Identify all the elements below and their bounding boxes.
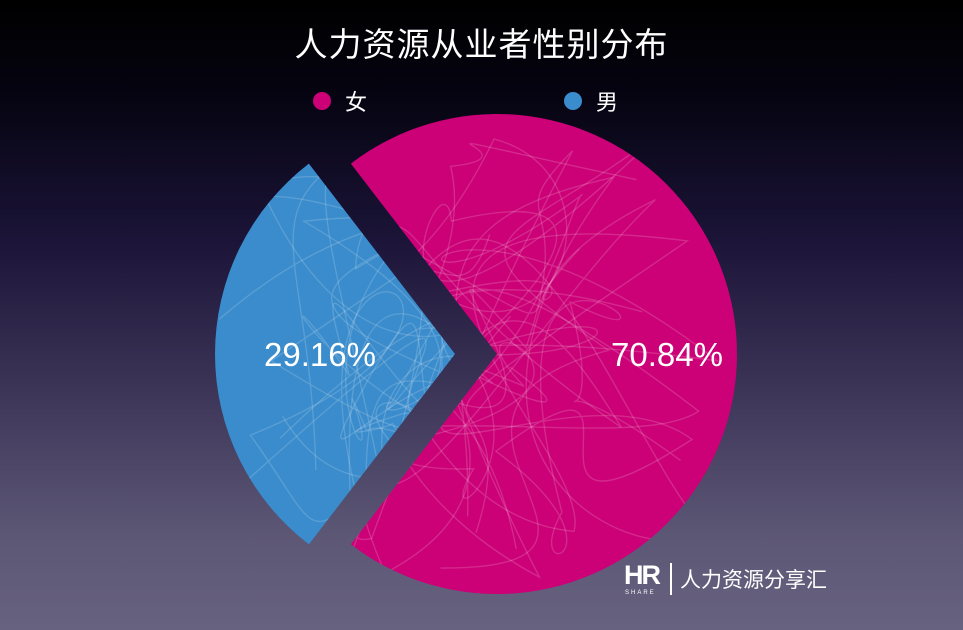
pie-slice-female bbox=[350, 114, 738, 595]
legend-swatch-male bbox=[564, 92, 582, 110]
chart-legend: 女 男 bbox=[0, 85, 963, 117]
slice-label-female: 70.84% bbox=[611, 336, 723, 373]
brand-logo: HR SHARE bbox=[624, 559, 664, 599]
legend-label-female: 女 bbox=[345, 91, 368, 116]
legend-item-female: 女 bbox=[313, 85, 367, 117]
legend-label-male: 男 bbox=[596, 91, 619, 116]
slice-label-male: 29.16% bbox=[264, 336, 376, 373]
pie-slice-male bbox=[215, 163, 455, 545]
brand-logo-subtext: SHARE bbox=[625, 590, 656, 596]
brand-separator bbox=[670, 563, 672, 595]
brand-watermark: HR SHARE 人力资源分享汇 bbox=[624, 559, 827, 599]
legend-swatch-female bbox=[313, 92, 331, 110]
legend-item-male: 男 bbox=[564, 85, 618, 117]
chart-title: 人力资源从业者性别分布 bbox=[294, 25, 669, 64]
brand-logo-text: HR bbox=[624, 560, 661, 590]
brand-name: 人力资源分享汇 bbox=[680, 568, 827, 592]
